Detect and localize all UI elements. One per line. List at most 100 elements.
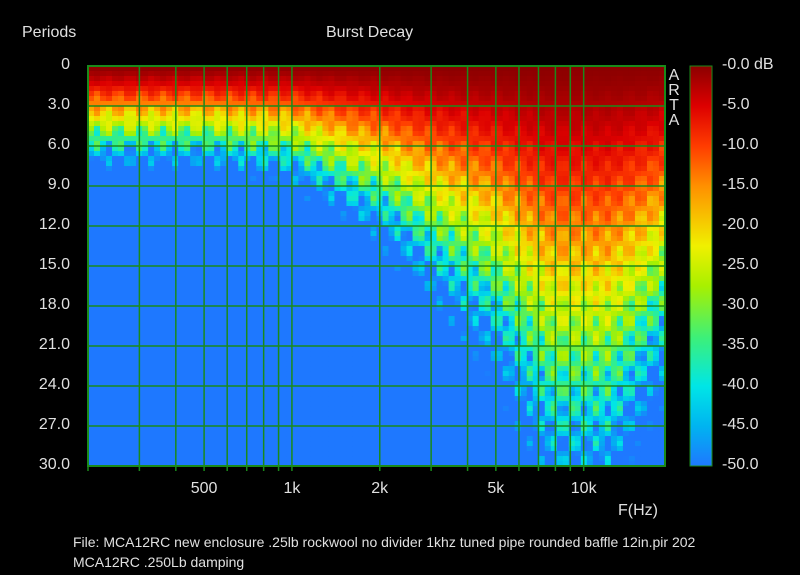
heatmap-cell bbox=[100, 396, 107, 402]
heatmap-cell bbox=[262, 456, 269, 462]
heatmap-cell bbox=[262, 121, 269, 127]
heatmap-cell bbox=[364, 431, 372, 437]
heatmap-cell bbox=[118, 236, 125, 242]
heatmap-cell bbox=[406, 131, 414, 137]
heatmap-cell bbox=[316, 461, 324, 466]
heatmap-cell bbox=[160, 111, 167, 117]
heatmap-cell bbox=[124, 221, 131, 227]
heatmap-cell bbox=[250, 241, 257, 247]
heatmap-cell bbox=[124, 366, 131, 372]
heatmap-cell bbox=[364, 281, 372, 287]
heatmap-cell bbox=[394, 441, 402, 447]
heatmap-cell bbox=[298, 451, 305, 457]
heatmap-cell bbox=[430, 111, 438, 117]
heatmap-cell bbox=[442, 351, 450, 357]
heatmap-cell bbox=[304, 286, 311, 292]
heatmap-cell bbox=[292, 461, 299, 466]
heatmap-cell bbox=[202, 106, 209, 112]
heatmap-cell bbox=[262, 346, 269, 352]
heatmap-cell bbox=[160, 276, 167, 282]
heatmap-cell bbox=[430, 101, 438, 107]
heatmap-cell bbox=[166, 151, 173, 157]
heatmap-cell bbox=[154, 351, 161, 357]
heatmap-cell bbox=[250, 386, 257, 392]
heatmap-cell bbox=[406, 411, 414, 417]
heatmap-cell bbox=[346, 236, 354, 242]
heatmap-cell bbox=[118, 186, 125, 192]
heatmap-cell bbox=[448, 271, 456, 277]
heatmap-cell bbox=[262, 261, 269, 267]
heatmap-cell bbox=[418, 431, 426, 437]
heatmap-cell bbox=[454, 366, 462, 372]
heatmap-cell bbox=[328, 366, 336, 372]
heatmap-cell bbox=[88, 306, 95, 312]
heatmap-cell bbox=[424, 121, 432, 127]
heatmap-cell bbox=[142, 76, 149, 82]
heatmap-cell bbox=[166, 276, 173, 282]
heatmap-cell bbox=[274, 351, 281, 357]
heatmap-cell bbox=[244, 461, 251, 466]
heatmap-cell bbox=[364, 161, 372, 167]
heatmap-cell bbox=[208, 76, 215, 82]
heatmap-cell bbox=[382, 261, 390, 267]
heatmap-cell bbox=[268, 76, 275, 82]
heatmap-cell bbox=[208, 351, 215, 357]
heatmap-cell bbox=[166, 101, 173, 107]
heatmap-cell bbox=[148, 441, 155, 447]
heatmap-cell bbox=[112, 91, 119, 97]
heatmap-cell bbox=[268, 201, 275, 207]
heatmap-cell bbox=[412, 166, 420, 172]
heatmap-cell bbox=[298, 351, 305, 357]
heatmap-cell bbox=[316, 291, 324, 297]
heatmap-cell bbox=[460, 221, 468, 227]
heatmap-cell bbox=[130, 216, 137, 222]
heatmap-cell bbox=[280, 206, 287, 212]
heatmap-cell bbox=[142, 361, 149, 367]
heatmap-cell bbox=[286, 256, 293, 262]
heatmap-cell bbox=[244, 91, 251, 97]
heatmap-cell bbox=[100, 276, 107, 282]
heatmap-cell bbox=[322, 341, 330, 347]
heatmap-cell bbox=[346, 196, 354, 202]
heatmap-cell bbox=[106, 301, 113, 307]
heatmap-cell bbox=[106, 446, 113, 452]
heatmap-cell bbox=[412, 136, 420, 142]
heatmap-cell bbox=[214, 216, 221, 222]
heatmap-cell bbox=[256, 226, 263, 232]
heatmap-cell bbox=[262, 331, 269, 337]
heatmap-cell bbox=[196, 171, 203, 177]
heatmap-cell bbox=[274, 371, 281, 377]
heatmap-cell bbox=[406, 441, 414, 447]
heatmap-cell bbox=[148, 146, 155, 152]
heatmap-cell bbox=[130, 446, 137, 452]
heatmap-cell bbox=[364, 366, 372, 372]
heatmap-cell bbox=[358, 236, 366, 242]
heatmap-cell bbox=[388, 91, 396, 97]
heatmap-cell bbox=[250, 81, 257, 87]
heatmap-cell bbox=[400, 156, 408, 162]
heatmap-cell bbox=[256, 231, 263, 237]
heatmap-cell bbox=[190, 76, 197, 82]
heatmap-cell bbox=[310, 81, 317, 87]
heatmap-cell bbox=[298, 391, 305, 397]
heatmap-cell bbox=[304, 181, 311, 187]
heatmap-cell bbox=[418, 456, 426, 462]
heatmap-cell bbox=[202, 406, 209, 412]
heatmap-cell bbox=[148, 376, 155, 382]
heatmap-cell bbox=[358, 161, 366, 167]
heatmap-cell bbox=[448, 331, 456, 337]
heatmap-cell bbox=[178, 241, 185, 247]
heatmap-cell bbox=[454, 186, 462, 192]
heatmap-cell bbox=[232, 356, 239, 362]
heatmap-cell bbox=[166, 306, 173, 312]
heatmap-cell bbox=[196, 201, 203, 207]
heatmap-cell bbox=[166, 316, 173, 322]
heatmap-cell bbox=[418, 441, 426, 447]
heatmap-cell bbox=[406, 346, 414, 352]
heatmap-cell bbox=[370, 366, 378, 372]
heatmap-cell bbox=[238, 426, 245, 432]
heatmap-cell bbox=[316, 256, 324, 262]
heatmap-cell bbox=[106, 246, 113, 252]
heatmap-cell bbox=[106, 316, 113, 322]
heatmap-cell bbox=[454, 91, 462, 97]
